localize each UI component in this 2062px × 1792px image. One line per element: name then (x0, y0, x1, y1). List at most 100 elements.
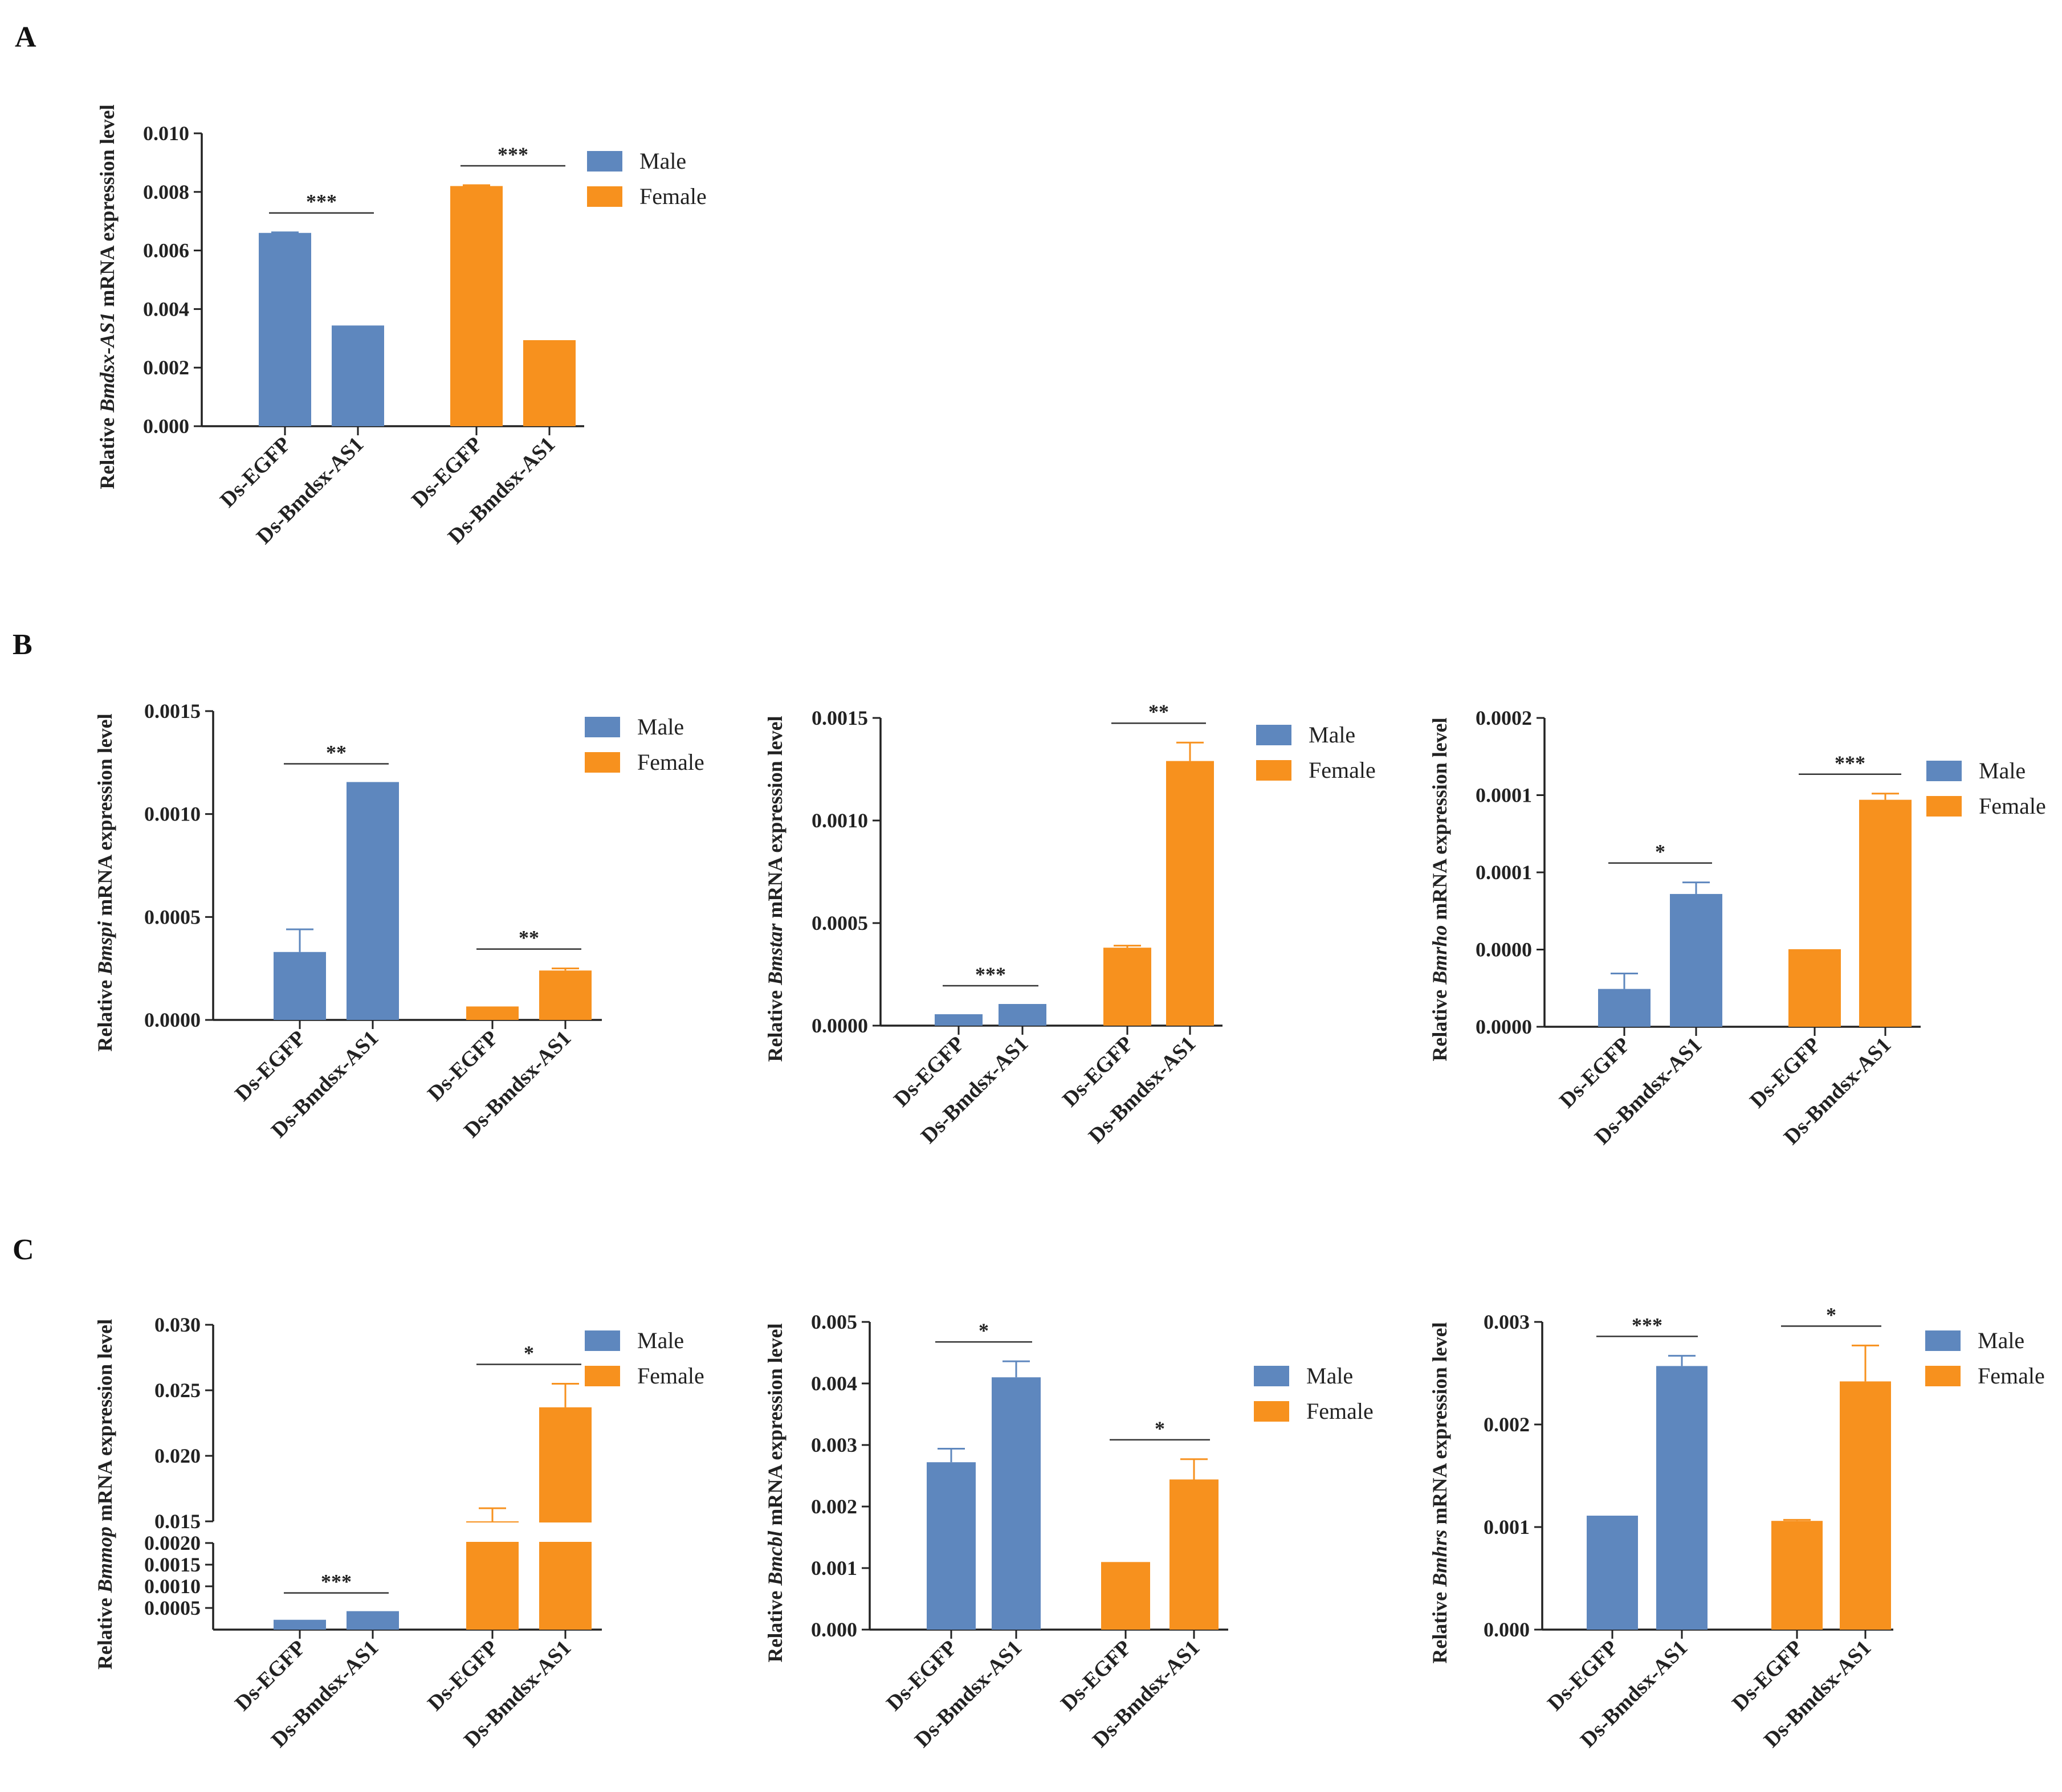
bar (999, 1005, 1046, 1026)
legend-swatch-male (1254, 1366, 1289, 1386)
legend-label-male: Male (1306, 1363, 1353, 1389)
legend-label-male: Male (637, 1328, 684, 1353)
y-tick-label: 0.000 (811, 1618, 857, 1641)
y-tick-label: 0.0001 (1476, 784, 1532, 807)
y-tick-label: 0.005 (811, 1311, 857, 1333)
y-axis-label: Relative Bmdsx-AS1 mRNA expression level (96, 104, 119, 489)
bar (466, 1007, 519, 1020)
legend: Male Female (585, 714, 704, 775)
legend-label-female: Female (639, 183, 707, 209)
y-tick-label: 0.002 (811, 1495, 857, 1518)
bar (1840, 1381, 1891, 1630)
legend-swatch-male (587, 151, 622, 172)
significance-label: * (1826, 1303, 1836, 1326)
significance-label: *** (498, 143, 528, 166)
legend-label-male: Male (637, 714, 684, 740)
y-tick-label: 0.006 (143, 239, 189, 262)
bar (259, 232, 311, 426)
significance-label: * (524, 1342, 534, 1365)
bar (927, 1462, 976, 1630)
legend-swatch-male (1925, 1330, 1961, 1351)
charts-layer: Relative Bmdsx-AS1 mRNA expression level… (93, 104, 2046, 1752)
legend-swatch-female (587, 186, 622, 207)
legend-swatch-male (1926, 761, 1962, 781)
bar (274, 1620, 326, 1630)
y-tick-label: 0.025 (154, 1379, 201, 1402)
legend-swatch-female (585, 752, 620, 773)
bar (935, 1015, 983, 1026)
significance-label: ** (326, 741, 347, 764)
significance-label: *** (975, 963, 1006, 986)
y-tick-label: 0.000 (143, 415, 189, 438)
significance-label: ** (519, 926, 539, 949)
y-tick-label: 0.0001 (1476, 861, 1532, 884)
significance-label: *** (1632, 1313, 1662, 1336)
legend-swatch-male (585, 717, 620, 737)
y-axis-label: Relative Bmhrs mRNA expression level (1428, 1322, 1451, 1663)
significance-label: *** (1835, 752, 1865, 774)
legend-swatch-female (1256, 760, 1291, 781)
bar (332, 326, 384, 426)
y-tick-label: 0.0000 (812, 1014, 868, 1037)
legend: Male Female (587, 148, 707, 209)
bar (1656, 1366, 1708, 1630)
y-tick-label: 0.0020 (144, 1532, 201, 1554)
bar (1166, 761, 1214, 1026)
y-tick-label: 0.0005 (144, 905, 201, 928)
bar (1587, 1517, 1638, 1630)
panel-letter-b: B (13, 628, 32, 661)
y-tick-label: 0.000 (1484, 1618, 1530, 1641)
bar (1103, 948, 1151, 1026)
legend-swatch-female (1254, 1401, 1289, 1422)
y-tick-label: 0.003 (811, 1434, 857, 1456)
significance-label: ** (1148, 700, 1169, 723)
y-tick-label: 0.0015 (144, 700, 201, 722)
bar (1859, 799, 1912, 1027)
y-tick-label: 0.0015 (812, 707, 868, 729)
legend-label-female: Female (1309, 757, 1376, 783)
legend: Male Female (585, 1328, 704, 1389)
bar (450, 186, 503, 426)
significance-label: * (1655, 840, 1665, 863)
bar (539, 1407, 592, 1630)
y-tick-label: 0.0000 (1476, 938, 1532, 961)
bar (1670, 893, 1722, 1027)
legend: Male Female (1926, 758, 2046, 819)
significance-label: * (979, 1319, 989, 1342)
bar (1169, 1479, 1219, 1630)
y-tick-label: 0.030 (154, 1313, 201, 1336)
legend-label-male: Male (1309, 722, 1355, 748)
y-tick-label: 0.0005 (144, 1597, 201, 1619)
legend-label-male: Male (1979, 758, 2026, 783)
y-tick-label: 0.0000 (1476, 1015, 1532, 1038)
y-tick-label: 0.0015 (144, 1553, 201, 1576)
y-tick-label: 0.008 (143, 181, 189, 203)
y-tick-label: 0.010 (143, 122, 189, 145)
y-tick-label: 0.004 (143, 297, 189, 320)
legend-label-female: Female (1306, 1398, 1374, 1424)
panel-letter-a: A (15, 21, 36, 54)
legend-swatch-female (1926, 796, 1962, 817)
bar (347, 1612, 399, 1630)
bar (274, 952, 326, 1020)
legend-label-female: Female (1978, 1363, 2045, 1389)
y-tick-label: 0.003 (1484, 1311, 1530, 1333)
bar (1101, 1563, 1150, 1630)
y-tick-label: 0.0000 (144, 1009, 201, 1031)
y-tick-label: 0.0002 (1476, 707, 1532, 729)
y-axis-label: Relative Bmcbl mRNA expression level (764, 1323, 787, 1662)
y-tick-label: 0.001 (811, 1557, 857, 1579)
bar (347, 783, 399, 1020)
y-tick-label: 0.0010 (812, 809, 868, 832)
significance-label: * (1155, 1417, 1165, 1440)
panel-letter-c: C (13, 1234, 34, 1266)
legend-label-male: Male (1978, 1328, 2024, 1353)
legend: Male Female (1256, 722, 1376, 783)
y-tick-label: 0.0010 (144, 803, 201, 826)
legend-label-male: Male (639, 148, 686, 174)
y-tick-label: 0.015 (154, 1510, 201, 1533)
y-tick-label: 0.002 (143, 356, 189, 379)
y-axis-label: Relative Bmrho mRNA expression level (1428, 717, 1451, 1061)
legend-swatch-female (1925, 1366, 1961, 1386)
